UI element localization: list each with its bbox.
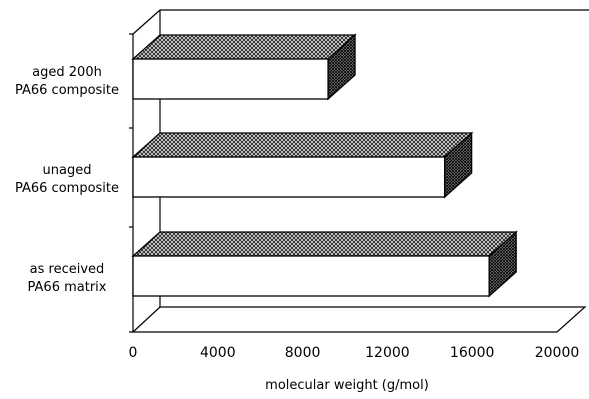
x-tick-label: 8000 bbox=[285, 345, 321, 361]
floor bbox=[131, 306, 587, 333]
category-label-line: PA66 matrix bbox=[28, 280, 107, 295]
left-wall-top bbox=[132, 9, 161, 35]
y-axis-ticks bbox=[129, 33, 133, 333]
x-tick-label: 12000 bbox=[365, 345, 410, 361]
bar-top-face bbox=[131, 34, 357, 60]
x-axis-tick-labels: 0 4000 8000 12000 16000 20000 bbox=[129, 345, 580, 361]
bar-top-face bbox=[131, 231, 518, 257]
bar-front-face bbox=[132, 255, 490, 297]
x-tick-label: 20000 bbox=[535, 345, 580, 361]
category-label: unaged PA66 composite bbox=[15, 163, 119, 196]
bar-front-face bbox=[132, 58, 329, 100]
bars bbox=[131, 33, 518, 298]
x-axis-title: molecular weight (g/mol) bbox=[265, 378, 429, 393]
category-labels: aged 200h PA66 composite unaged PA66 compos… bbox=[15, 65, 119, 295]
bar bbox=[131, 230, 518, 298]
x-tick-label: 0 bbox=[129, 345, 138, 361]
category-label-line: unaged bbox=[43, 163, 92, 178]
bar-front-face bbox=[132, 156, 446, 198]
x-tick-label: 16000 bbox=[450, 345, 495, 361]
bar bbox=[131, 33, 357, 101]
category-label-line: PA66 composite bbox=[15, 83, 119, 98]
category-label: aged 200h PA66 composite bbox=[15, 65, 119, 98]
bar-top-face bbox=[131, 132, 474, 158]
category-label-line: PA66 composite bbox=[15, 181, 119, 196]
category-label-line: aged 200h bbox=[32, 65, 102, 80]
category-label: as received PA66 matrix bbox=[28, 262, 107, 295]
category-label-line: as received bbox=[30, 262, 105, 277]
x-tick-label: 4000 bbox=[200, 345, 236, 361]
bar bbox=[131, 131, 474, 199]
